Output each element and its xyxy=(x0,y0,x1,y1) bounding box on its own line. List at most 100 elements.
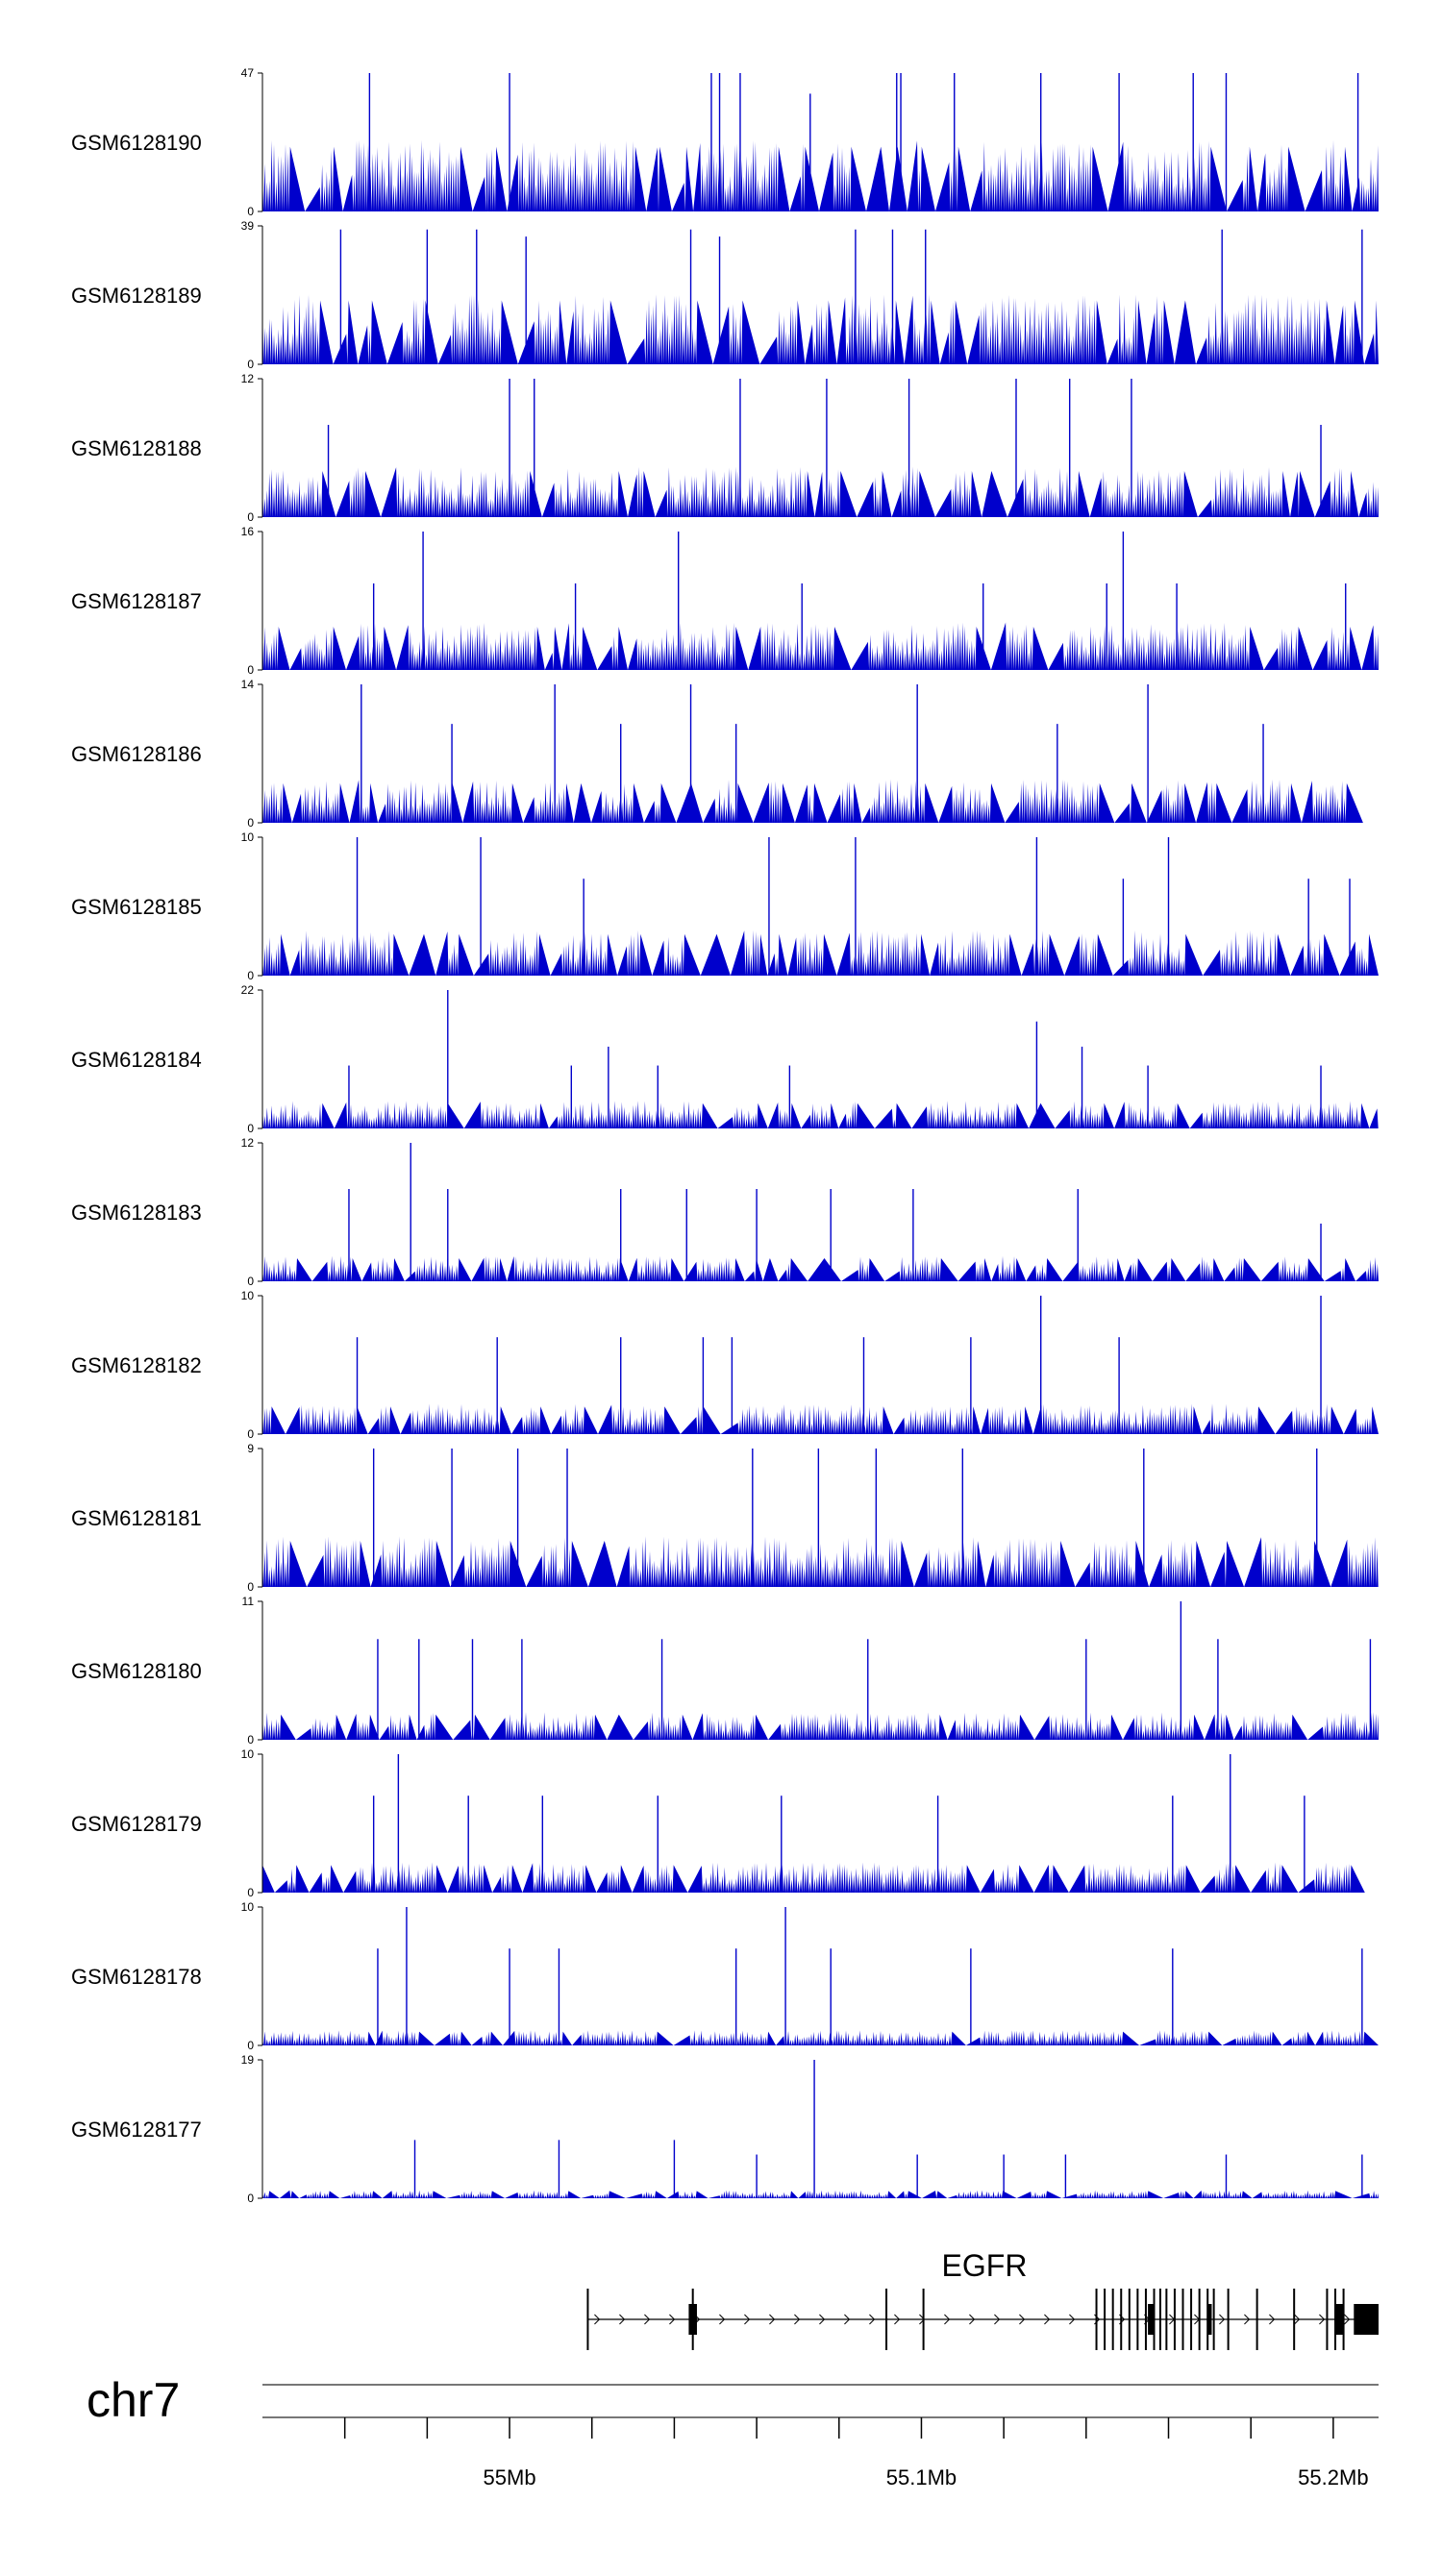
track-coverage-area xyxy=(262,929,1379,976)
gene-exon-block xyxy=(688,2304,697,2335)
track-y-min-label: 0 xyxy=(247,205,254,218)
chromosome-label: chr7 xyxy=(87,2373,180,2427)
track-y-max-label: 12 xyxy=(241,372,255,385)
track-y-min-label: 0 xyxy=(247,1122,254,1135)
strand-arrow xyxy=(794,2314,801,2325)
track-y-min-label: 0 xyxy=(247,969,254,982)
track-name-label: GSM6128189 xyxy=(71,284,202,308)
track-GSM6128177: 19 0 GSM6128177 xyxy=(71,2053,1379,2205)
strand-arrow xyxy=(594,2314,601,2325)
genomic-axis: 55Mb 55.1Mb 55.2Mb xyxy=(343,2417,1369,2489)
track-y-max-label: 11 xyxy=(242,1595,255,1608)
axis-tick-label: 55Mb xyxy=(484,2465,536,2489)
track-GSM6128183: 12 0 GSM6128183 xyxy=(71,1136,1379,1288)
strand-arrow xyxy=(1219,2314,1226,2325)
gene-exon-block xyxy=(1207,2304,1212,2335)
strand-arrow xyxy=(669,2314,676,2325)
track-y-min-label: 0 xyxy=(247,1580,254,1594)
track-y-min-label: 0 xyxy=(247,1427,254,1441)
track-name-label: GSM6128179 xyxy=(71,1812,202,1836)
strand-arrow xyxy=(969,2314,976,2325)
track-name-label: GSM6128180 xyxy=(71,1659,202,1683)
track-name-label: GSM6128190 xyxy=(71,131,202,155)
track-y-min-label: 0 xyxy=(247,510,254,524)
track-coverage-area xyxy=(262,1255,1379,1281)
track-GSM6128185: 10 0 GSM6128185 xyxy=(71,830,1379,982)
gene-name-label: EGFR xyxy=(942,2248,1028,2283)
track-GSM6128187: 16 0 GSM6128187 xyxy=(71,525,1379,677)
track-name-label: GSM6128187 xyxy=(71,589,202,613)
strand-arrow xyxy=(1294,2314,1301,2325)
track-y-max-label: 10 xyxy=(241,830,255,844)
axis-tick-label: 55.2Mb xyxy=(1298,2465,1368,2489)
track-coverage-area xyxy=(262,622,1379,670)
track-name-label: GSM6128182 xyxy=(71,1353,202,1377)
track-GSM6128181: 9 0 GSM6128181 xyxy=(71,1442,1379,1594)
strand-arrow xyxy=(1344,2314,1351,2325)
track-y-max-label: 19 xyxy=(241,2053,255,2067)
track-y-max-label: 10 xyxy=(241,1289,255,1302)
track-GSM6128189: 39 0 GSM6128189 xyxy=(71,219,1379,371)
signal-tracks: 470GSM6128190390GSM6128189120GSM61281881… xyxy=(71,66,1379,2205)
gene-exon-block xyxy=(1148,2304,1155,2335)
gene-track: EGFR xyxy=(586,2248,1379,2350)
strand-arrow xyxy=(819,2314,826,2325)
track-y-min-label: 0 xyxy=(247,1733,254,1746)
track-coverage-area xyxy=(262,1862,1379,1893)
track-GSM6128186: 14 0 GSM6128186 xyxy=(71,678,1379,830)
strand-arrow xyxy=(844,2314,851,2325)
strand-arrow xyxy=(744,2314,751,2325)
track-y-min-label: 0 xyxy=(247,2192,254,2205)
track-GSM6128179: 10 0 GSM6128179 xyxy=(71,1747,1379,1899)
track-name-label: GSM6128183 xyxy=(71,1201,202,1225)
strand-arrow xyxy=(769,2314,776,2325)
chromosome-ideogram: chr7 xyxy=(87,2373,1379,2427)
track-GSM6128182: 10 0 GSM6128182 xyxy=(71,1289,1379,1441)
track-GSM6128178: 10 0 GSM6128178 xyxy=(71,1900,1379,2052)
track-GSM6128190: 47 0 GSM6128190 xyxy=(71,66,1379,218)
track-y-max-label: 14 xyxy=(241,678,255,691)
track-y-max-label: 47 xyxy=(241,66,255,80)
strand-arrow xyxy=(1269,2314,1276,2325)
track-name-label: GSM6128177 xyxy=(71,2118,202,2142)
track-GSM6128188: 12 0 GSM6128188 xyxy=(71,372,1379,524)
track-y-min-label: 0 xyxy=(247,663,254,677)
gene-model xyxy=(586,2289,1379,2350)
gene-exon-block xyxy=(1354,2304,1379,2335)
strand-arrow xyxy=(1069,2314,1076,2325)
track-GSM6128180: 11 0 GSM6128180 xyxy=(71,1595,1379,1746)
track-y-min-label: 0 xyxy=(247,2039,254,2052)
track-name-label: GSM6128181 xyxy=(71,1506,202,1530)
track-coverage-area xyxy=(262,1536,1379,1587)
strand-arrow xyxy=(644,2314,651,2325)
strand-arrow xyxy=(1319,2314,1326,2325)
track-y-max-label: 9 xyxy=(247,1442,254,1455)
track-coverage-area xyxy=(262,139,1379,211)
track-coverage-area xyxy=(262,294,1379,364)
strand-arrow xyxy=(944,2314,951,2325)
track-coverage-area xyxy=(262,1712,1379,1740)
strand-arrow xyxy=(619,2314,626,2325)
track-y-max-label: 10 xyxy=(241,1747,255,1761)
track-coverage-area xyxy=(262,2030,1379,2045)
track-name-label: GSM6128185 xyxy=(71,895,202,919)
strand-arrow xyxy=(894,2314,901,2325)
strand-arrow xyxy=(1044,2314,1051,2325)
track-name-label: GSM6128178 xyxy=(71,1965,202,1989)
track-name-label: GSM6128184 xyxy=(71,1048,202,1072)
track-GSM6128184: 22 0 GSM6128184 xyxy=(71,983,1379,1135)
axis-tick-label: 55.1Mb xyxy=(886,2465,957,2489)
strand-arrow xyxy=(869,2314,876,2325)
track-y-max-label: 22 xyxy=(241,983,255,997)
track-y-min-label: 0 xyxy=(247,358,254,371)
track-coverage-area xyxy=(262,466,1379,517)
track-coverage-area xyxy=(262,779,1379,823)
track-y-max-label: 16 xyxy=(241,525,255,538)
strand-arrow xyxy=(994,2314,1001,2325)
strand-arrow xyxy=(719,2314,726,2325)
track-y-max-label: 10 xyxy=(241,1900,255,1914)
track-coverage-area xyxy=(262,2190,1379,2198)
strand-arrow xyxy=(1019,2314,1026,2325)
track-y-max-label: 12 xyxy=(241,1136,255,1150)
